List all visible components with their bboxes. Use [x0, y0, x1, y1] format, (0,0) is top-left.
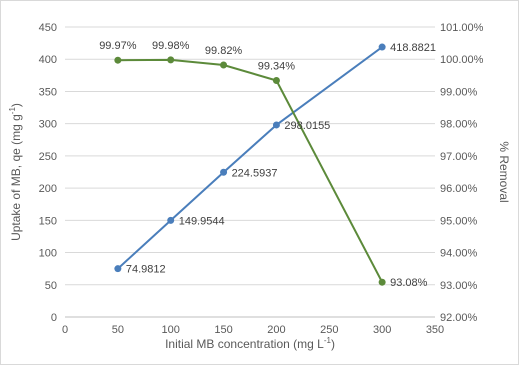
y2-tick-label: 97.00% — [440, 151, 478, 163]
y2-tick-labels: 92.00% 93.00% 94.00% 95.00% 96.00% 97.00% 98.0… — [440, 22, 484, 324]
data-point — [220, 168, 228, 176]
data-point — [378, 43, 386, 51]
data-label: 99.34% — [258, 60, 296, 72]
y-tick-label: 450 — [39, 22, 57, 34]
y-tick-label: 250 — [39, 151, 57, 163]
data-point — [114, 56, 122, 64]
y2-tick-label: 99.00% — [440, 86, 478, 98]
y2-tick-label: 92.00% — [440, 312, 478, 324]
y2-tick-label: 98.00% — [440, 119, 478, 131]
x-tick-label: 100 — [162, 324, 180, 336]
y-tick-label: 50 — [45, 280, 57, 292]
data-point — [167, 56, 175, 64]
x-tick-label: 300 — [373, 324, 391, 336]
y2-tick-label: 95.00% — [440, 215, 478, 227]
x-tick-label: 50 — [112, 324, 124, 336]
data-label: 298.0155 — [284, 120, 330, 132]
y2-tick-label: 100.00% — [440, 54, 484, 66]
data-point — [114, 265, 122, 273]
data-point — [272, 76, 280, 84]
y-axis-title: Uptake of MB, qe (mg g-1) — [8, 103, 23, 241]
y-tick-label: 0 — [51, 312, 57, 324]
data-labels: 74.9812 149.9544 224.5937 298.0155 418.8821 9… — [99, 40, 436, 289]
x-axis-title: Initial MB concentration (mg L-1) — [165, 336, 335, 351]
data-label: 99.97% — [99, 40, 137, 52]
x-tick-label: 350 — [426, 324, 444, 336]
y-tick-label: 400 — [39, 54, 57, 66]
data-label: 93.08% — [390, 277, 428, 289]
data-label: 224.5937 — [232, 167, 278, 179]
y2-tick-label: 96.00% — [440, 183, 478, 195]
data-label: 99.98% — [152, 40, 190, 52]
x-tick-label: 250 — [320, 324, 338, 336]
y-tick-label: 300 — [39, 119, 57, 131]
y-tick-label: 100 — [39, 248, 57, 260]
data-label: 99.82% — [205, 45, 243, 57]
x-tick-label: 200 — [267, 324, 285, 336]
data-point — [167, 216, 175, 224]
y2-axis-title: % Removal — [497, 141, 511, 202]
data-label: 149.9544 — [179, 215, 225, 227]
data-point — [220, 61, 228, 69]
y2-tick-label: 94.00% — [440, 248, 478, 260]
data-point — [272, 121, 280, 129]
x-tick-label: 150 — [214, 324, 232, 336]
series-layer — [114, 43, 386, 286]
gridlines — [65, 26, 435, 286]
data-label: 74.9812 — [126, 264, 166, 276]
y-tick-label: 150 — [39, 215, 57, 227]
y-tick-label: 350 — [39, 86, 57, 98]
y-tick-labels: 0 50 100 150 200 250 300 350 400 450 — [39, 22, 57, 324]
series-line-1 — [117, 46, 383, 270]
data-label: 418.8821 — [390, 42, 436, 54]
y2-tick-label: 93.00% — [440, 280, 478, 292]
x-tick-label: 0 — [62, 324, 68, 336]
y-tick-label: 200 — [39, 183, 57, 195]
y2-tick-label: 101.00% — [440, 22, 484, 34]
x-tick-labels: 0 50 100 150 200 250 300 350 — [62, 324, 444, 336]
data-point — [378, 278, 386, 286]
